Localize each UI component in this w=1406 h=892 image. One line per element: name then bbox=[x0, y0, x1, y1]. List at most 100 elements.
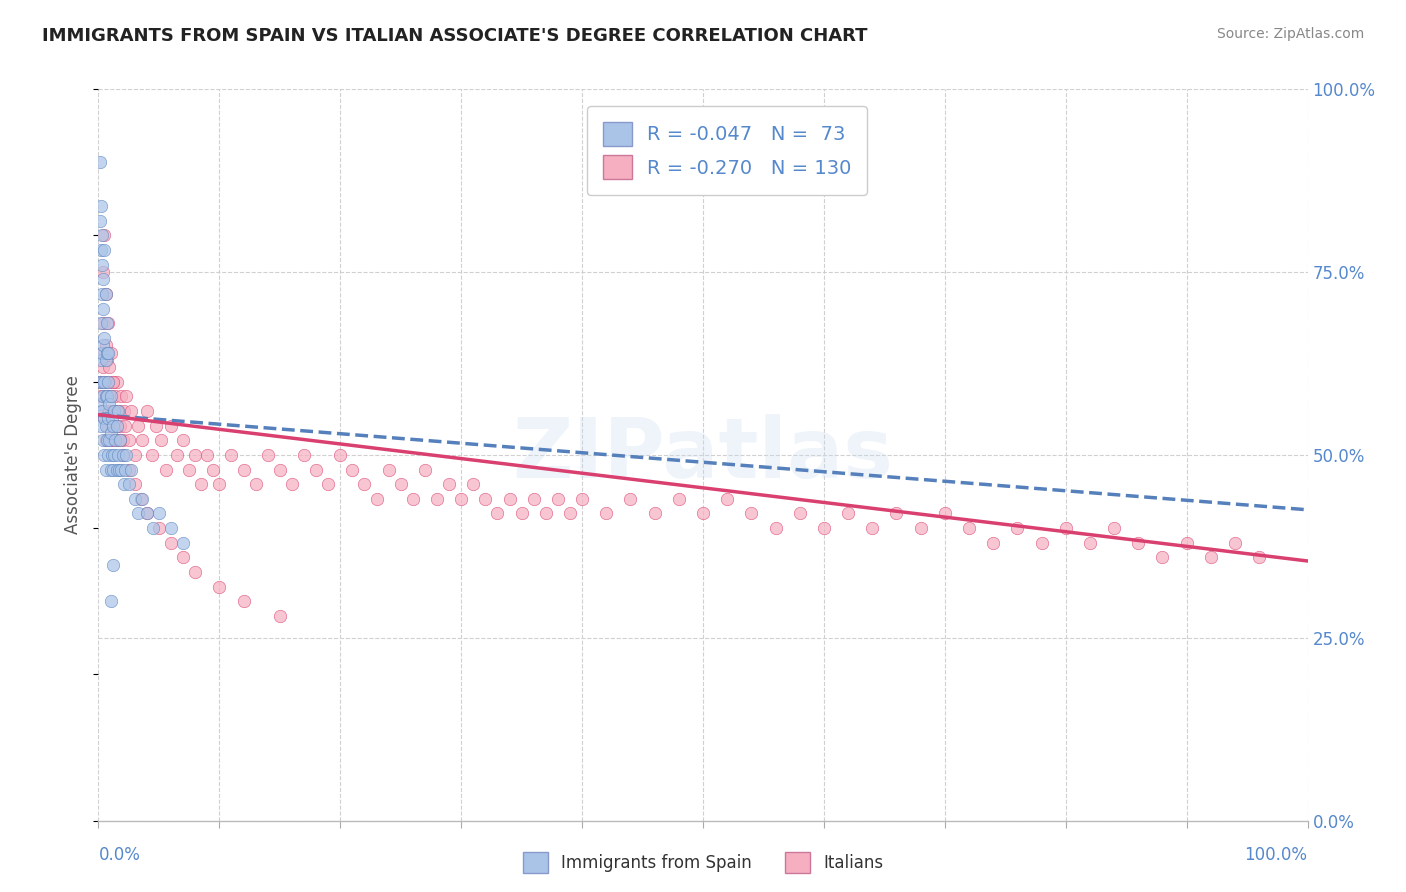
Point bbox=[571, 491, 593, 506]
Point bbox=[91, 338, 114, 352]
Point bbox=[120, 404, 142, 418]
Point bbox=[716, 491, 738, 506]
Point bbox=[100, 462, 122, 476]
Point bbox=[89, 214, 111, 228]
Point bbox=[1152, 550, 1174, 565]
Point bbox=[105, 404, 128, 418]
Point bbox=[105, 418, 128, 433]
Point bbox=[172, 535, 194, 549]
Point bbox=[104, 389, 127, 403]
Point bbox=[100, 594, 122, 608]
Point bbox=[91, 301, 114, 316]
Point bbox=[97, 411, 120, 425]
Point bbox=[100, 345, 122, 359]
Point bbox=[450, 491, 472, 506]
Point bbox=[1078, 535, 1101, 549]
Point bbox=[93, 331, 115, 345]
Point bbox=[668, 491, 690, 506]
Point bbox=[245, 477, 267, 491]
Point bbox=[981, 535, 1004, 549]
Point bbox=[96, 389, 118, 403]
Point bbox=[89, 155, 111, 169]
Point bbox=[93, 228, 115, 243]
Point bbox=[107, 404, 129, 418]
Point bbox=[107, 448, 129, 462]
Point bbox=[184, 448, 207, 462]
Point bbox=[94, 338, 117, 352]
Point bbox=[105, 418, 128, 433]
Point bbox=[1102, 521, 1125, 535]
Point bbox=[329, 448, 352, 462]
Point bbox=[486, 507, 509, 521]
Point bbox=[127, 418, 149, 433]
Point bbox=[172, 550, 194, 565]
Point bbox=[100, 389, 122, 403]
Point bbox=[96, 389, 118, 403]
Point bbox=[101, 418, 124, 433]
Point bbox=[112, 477, 135, 491]
Point bbox=[957, 521, 980, 535]
Point bbox=[114, 418, 136, 433]
Point bbox=[93, 411, 115, 425]
Point bbox=[93, 448, 115, 462]
Point bbox=[110, 389, 132, 403]
Point bbox=[135, 507, 157, 521]
Point bbox=[155, 462, 177, 476]
Point bbox=[118, 434, 141, 448]
Point bbox=[89, 375, 111, 389]
Point bbox=[135, 404, 157, 418]
Point bbox=[100, 425, 122, 440]
Point bbox=[100, 411, 122, 425]
Point bbox=[103, 448, 125, 462]
Point bbox=[1031, 535, 1053, 549]
Text: IMMIGRANTS FROM SPAIN VS ITALIAN ASSOCIATE'S DEGREE CORRELATION CHART: IMMIGRANTS FROM SPAIN VS ITALIAN ASSOCIA… bbox=[42, 27, 868, 45]
Point bbox=[96, 352, 118, 367]
Point bbox=[110, 462, 132, 476]
Point bbox=[148, 507, 170, 521]
Point bbox=[100, 389, 122, 403]
Point bbox=[91, 265, 114, 279]
Point bbox=[91, 389, 114, 403]
Point bbox=[166, 448, 188, 462]
Point bbox=[91, 228, 114, 243]
Point bbox=[765, 521, 787, 535]
Point bbox=[837, 507, 859, 521]
Point bbox=[150, 434, 173, 448]
Point bbox=[96, 434, 118, 448]
Point bbox=[98, 397, 121, 411]
Point bbox=[90, 199, 112, 213]
Point bbox=[94, 389, 117, 403]
Point bbox=[108, 418, 131, 433]
Point bbox=[91, 360, 114, 375]
Point bbox=[232, 594, 254, 608]
Point bbox=[179, 462, 201, 476]
Point bbox=[112, 404, 135, 418]
Point bbox=[437, 477, 460, 491]
Point bbox=[118, 477, 141, 491]
Point bbox=[141, 448, 163, 462]
Point bbox=[101, 375, 124, 389]
Point bbox=[94, 287, 117, 301]
Point bbox=[91, 375, 114, 389]
Legend: Immigrants from Spain, Italians: Immigrants from Spain, Italians bbox=[516, 846, 890, 880]
Y-axis label: Associate's Degree: Associate's Degree bbox=[65, 376, 83, 534]
Point bbox=[97, 448, 120, 462]
Point bbox=[91, 258, 114, 272]
Point bbox=[305, 462, 328, 476]
Point bbox=[97, 316, 120, 330]
Point bbox=[97, 418, 120, 433]
Point bbox=[547, 491, 569, 506]
Point bbox=[1249, 550, 1271, 565]
Point bbox=[160, 418, 183, 433]
Point bbox=[131, 434, 153, 448]
Point bbox=[316, 477, 339, 491]
Point bbox=[91, 287, 114, 301]
Point bbox=[160, 521, 183, 535]
Point bbox=[101, 558, 124, 572]
Point bbox=[595, 507, 617, 521]
Point bbox=[91, 434, 114, 448]
Point bbox=[910, 521, 932, 535]
Point bbox=[208, 477, 231, 491]
Point bbox=[142, 521, 165, 535]
Point bbox=[1128, 535, 1150, 549]
